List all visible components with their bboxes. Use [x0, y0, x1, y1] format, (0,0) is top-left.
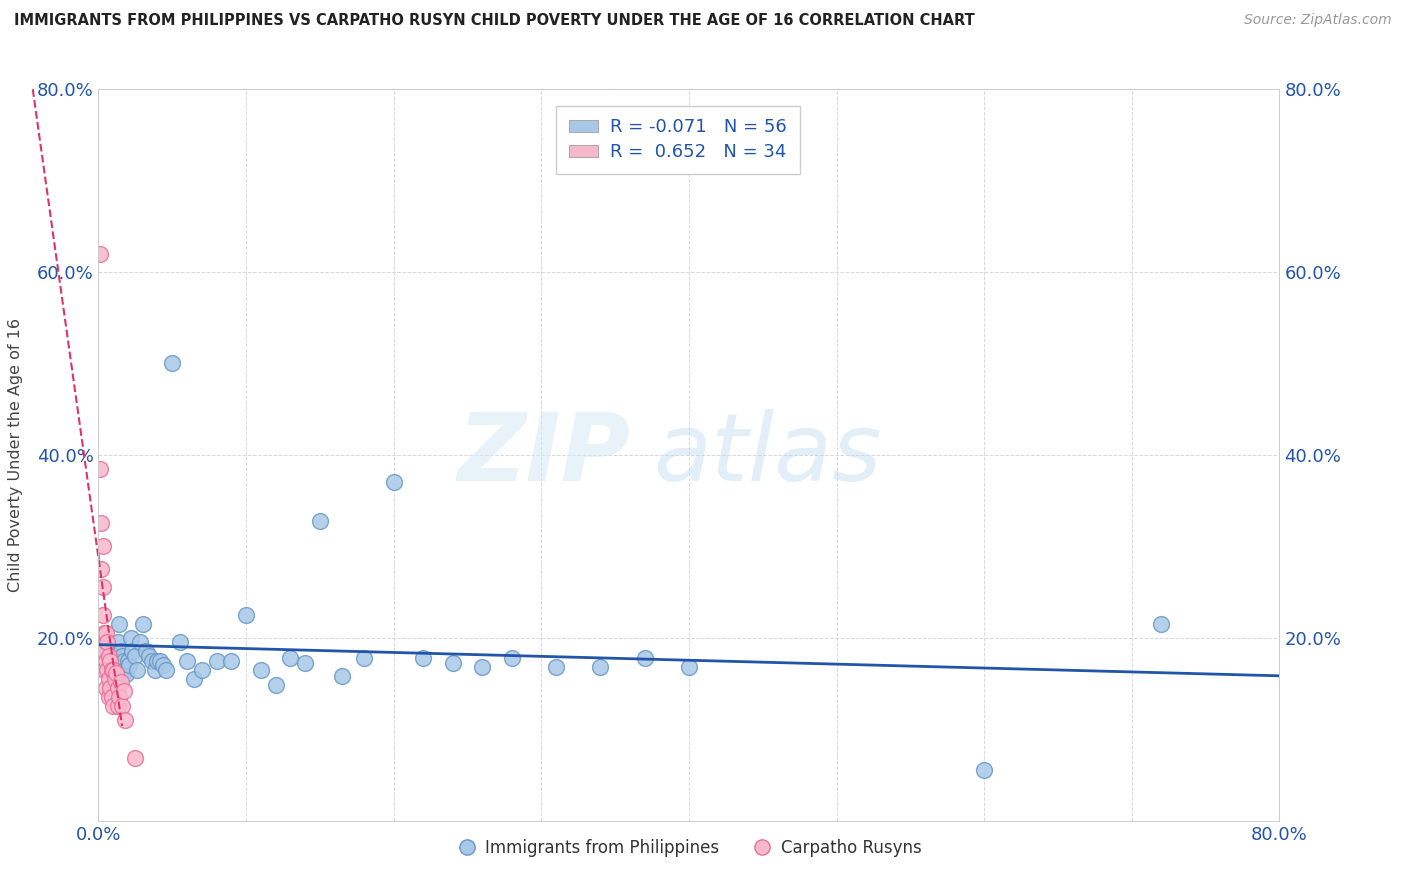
Point	[108, 690, 131, 705]
Point	[107, 699, 129, 714]
Point	[128, 635, 150, 649]
Point	[115, 667, 138, 681]
Point	[118, 658, 141, 673]
Point	[250, 663, 273, 677]
Point	[120, 631, 142, 645]
Point	[105, 654, 128, 668]
Point	[91, 539, 114, 553]
Point	[114, 713, 136, 727]
Point	[973, 764, 995, 778]
Point	[90, 516, 112, 531]
Point	[91, 644, 114, 658]
Point	[155, 663, 177, 677]
Point	[94, 626, 117, 640]
Text: Source: ZipAtlas.com: Source: ZipAtlas.com	[1244, 13, 1392, 28]
Point	[264, 678, 287, 692]
Point	[97, 649, 120, 664]
Point	[149, 654, 172, 668]
Point	[309, 514, 332, 528]
Point	[110, 674, 132, 689]
Point	[104, 649, 127, 664]
Point	[97, 690, 120, 705]
Point	[121, 644, 143, 658]
Point	[93, 663, 115, 677]
Point	[104, 672, 127, 686]
Point	[97, 672, 120, 686]
Point	[633, 651, 655, 665]
Point	[112, 683, 135, 698]
Point	[93, 626, 115, 640]
Point	[278, 651, 302, 665]
Point	[183, 672, 205, 686]
Point	[191, 663, 214, 677]
Point	[100, 690, 122, 705]
Point	[94, 635, 117, 649]
Text: atlas: atlas	[654, 409, 882, 500]
Point	[103, 663, 125, 677]
Point	[111, 699, 134, 714]
Point	[330, 669, 353, 683]
Point	[124, 751, 146, 765]
Point	[353, 651, 375, 665]
Point	[94, 654, 117, 668]
Point	[412, 651, 434, 665]
Point	[1150, 617, 1173, 632]
Point	[93, 644, 115, 658]
Point	[501, 651, 523, 665]
Point	[96, 663, 118, 677]
Point	[162, 356, 183, 371]
Point	[176, 654, 198, 668]
Point	[91, 581, 114, 595]
Point	[108, 617, 131, 632]
Point	[143, 663, 166, 677]
Point	[132, 617, 155, 632]
Point	[546, 660, 568, 674]
Point	[152, 658, 174, 673]
Point	[382, 475, 405, 490]
Point	[124, 649, 146, 664]
Point	[103, 667, 125, 681]
Point	[114, 663, 136, 677]
Point	[205, 654, 228, 668]
Point	[135, 644, 157, 658]
Point	[103, 699, 125, 714]
Point	[146, 654, 169, 668]
Point	[107, 635, 129, 649]
Point	[91, 607, 114, 622]
Point	[678, 660, 700, 674]
Y-axis label: Child Poverty Under the Age of 16: Child Poverty Under the Age of 16	[8, 318, 22, 592]
Point	[441, 657, 464, 671]
Point	[98, 681, 121, 695]
Point	[89, 246, 111, 260]
Point	[97, 654, 120, 668]
Point	[169, 635, 191, 649]
Point	[107, 681, 129, 695]
Point	[100, 644, 122, 658]
Point	[138, 649, 160, 664]
Point	[90, 562, 112, 576]
Point	[589, 660, 612, 674]
Point	[100, 663, 122, 677]
Point	[94, 681, 117, 695]
Point	[112, 654, 135, 668]
Point	[96, 635, 118, 649]
Text: ZIP: ZIP	[457, 409, 630, 501]
Point	[235, 607, 257, 622]
Point	[471, 660, 494, 674]
Point	[110, 644, 132, 658]
Point	[294, 657, 316, 671]
Point	[141, 654, 163, 668]
Point	[89, 461, 111, 475]
Point	[105, 665, 128, 680]
Point	[219, 654, 242, 668]
Point	[111, 649, 134, 664]
Point	[98, 654, 121, 668]
Text: IMMIGRANTS FROM PHILIPPINES VS CARPATHO RUSYN CHILD POVERTY UNDER THE AGE OF 16 : IMMIGRANTS FROM PHILIPPINES VS CARPATHO …	[14, 13, 974, 29]
Point	[117, 654, 139, 668]
Legend: Immigrants from Philippines, Carpatho Rusyns: Immigrants from Philippines, Carpatho Ru…	[450, 832, 928, 863]
Point	[125, 663, 148, 677]
